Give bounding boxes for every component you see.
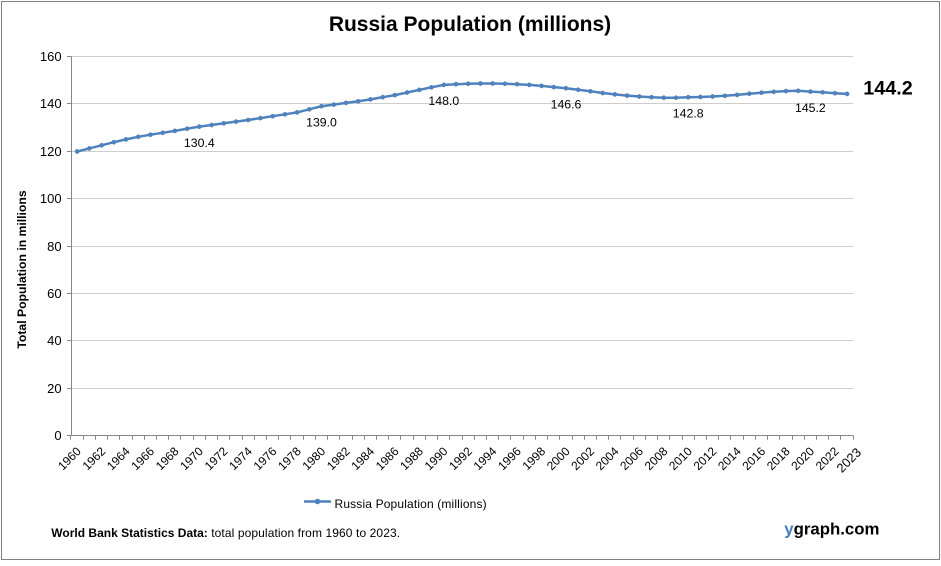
svg-text:Total Population in millions: Total Population in millions [15, 190, 29, 348]
svg-text:Russia Population (millions): Russia Population (millions) [329, 13, 611, 36]
svg-text:139.0: 139.0 [306, 116, 337, 130]
svg-text:40: 40 [47, 333, 61, 348]
svg-text:130.4: 130.4 [184, 136, 215, 150]
svg-text:80: 80 [47, 239, 61, 254]
svg-text:0: 0 [54, 428, 61, 443]
svg-text:140: 140 [40, 96, 62, 111]
svg-text:20: 20 [47, 381, 61, 396]
svg-text:120: 120 [40, 144, 62, 159]
svg-text:146.6: 146.6 [551, 98, 582, 112]
svg-text:160: 160 [40, 49, 62, 64]
svg-text:145.2: 145.2 [795, 101, 826, 115]
svg-text:ygraph.com: ygraph.com [784, 519, 879, 538]
svg-text:World Bank Statistics Data: to: World Bank Statistics Data: total popula… [51, 526, 400, 540]
svg-text:142.8: 142.8 [673, 107, 704, 121]
svg-text:100: 100 [40, 191, 62, 206]
svg-text:Russia Population (millions): Russia Population (millions) [335, 497, 487, 511]
svg-text:144.2: 144.2 [863, 78, 913, 100]
svg-text:60: 60 [47, 286, 61, 301]
svg-text:148.0: 148.0 [428, 94, 459, 108]
